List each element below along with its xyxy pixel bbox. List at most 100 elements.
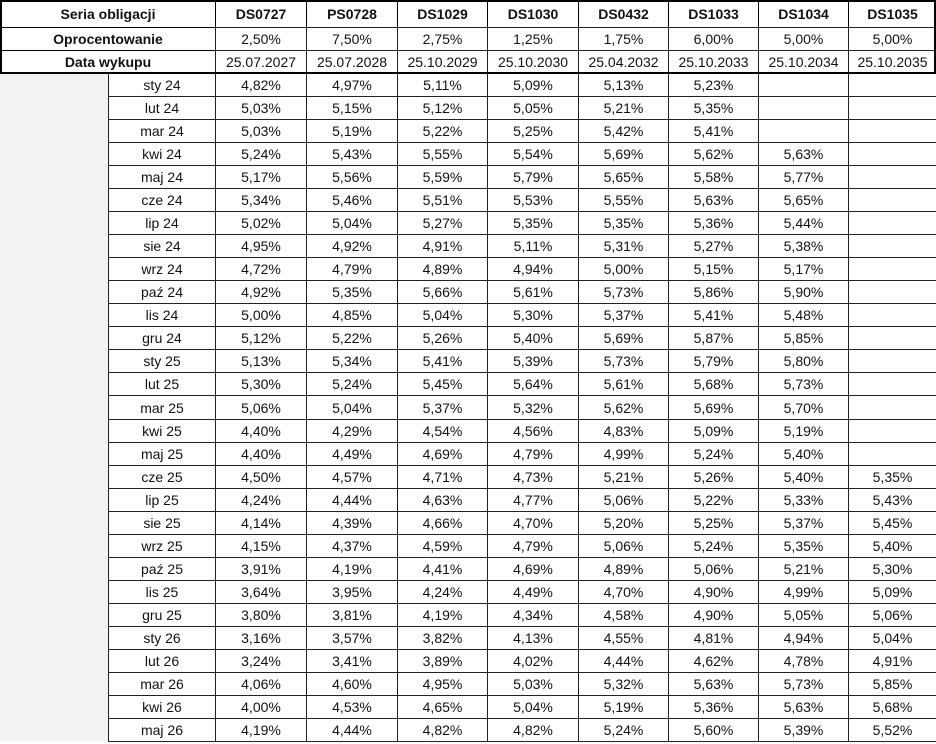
yield-cell: 5,19%: [758, 419, 849, 443]
yield-cell: 4,81%: [668, 626, 759, 650]
series-name: DS1034: [758, 0, 849, 28]
yield-cell: 5,64%: [487, 372, 579, 396]
yield-cell: 5,13%: [578, 73, 669, 97]
month-label: maj 24: [108, 165, 216, 189]
yield-cell: 5,41%: [668, 303, 759, 327]
yield-cell: 4,92%: [306, 234, 398, 258]
month-label: kwi 25: [108, 419, 216, 443]
blank-area: [0, 73, 108, 741]
month-label: mar 26: [108, 672, 216, 696]
yield-cell: 5,04%: [306, 395, 398, 420]
yield-cell: 5,43%: [848, 488, 936, 512]
yield-cell: 5,24%: [668, 534, 759, 558]
yield-cell: 4,94%: [487, 257, 579, 281]
yield-cell: [848, 119, 936, 143]
rate-value: 5,00%: [848, 27, 936, 51]
yield-cell: 5,34%: [306, 349, 398, 373]
month-label: sie 25: [108, 511, 216, 535]
yield-cell: 5,15%: [306, 96, 398, 120]
yield-cell: [758, 73, 849, 97]
yield-cell: 5,63%: [668, 672, 759, 696]
yield-cell: 5,73%: [578, 280, 669, 304]
yield-cell: 5,06%: [578, 488, 669, 512]
yield-cell: 5,43%: [306, 142, 398, 166]
yield-cell: 5,54%: [487, 142, 579, 166]
month-label: sie 24: [108, 234, 216, 258]
yield-cell: 5,00%: [215, 303, 307, 327]
yield-cell: 5,04%: [397, 303, 488, 327]
yield-cell: 5,23%: [668, 73, 759, 97]
rate-value: 5,00%: [758, 27, 849, 51]
month-label: lut 26: [108, 649, 216, 673]
yield-cell: 5,37%: [758, 511, 849, 535]
maturity-label: Data wykupu: [0, 50, 216, 74]
yield-cell: 4,29%: [306, 419, 398, 443]
yield-cell: 3,91%: [215, 557, 307, 581]
month-label: paź 25: [108, 557, 216, 581]
yield-cell: 4,71%: [397, 465, 488, 489]
yield-cell: 4,90%: [668, 580, 759, 604]
series-name: DS0432: [578, 0, 669, 28]
yield-cell: 4,83%: [578, 419, 669, 443]
yield-cell: 4,79%: [306, 257, 398, 281]
yield-cell: 4,66%: [397, 511, 488, 535]
yield-cell: 5,09%: [848, 580, 936, 604]
yield-cell: 5,00%: [578, 257, 669, 281]
yield-cell: 5,32%: [487, 395, 579, 420]
month-label: lut 25: [108, 372, 216, 396]
yield-cell: 5,21%: [578, 96, 669, 120]
yield-cell: 5,21%: [578, 465, 669, 489]
yield-cell: 5,40%: [487, 326, 579, 350]
yield-cell: 4,06%: [215, 672, 307, 696]
yield-cell: 5,11%: [397, 73, 488, 97]
yield-cell: 5,30%: [848, 557, 936, 581]
rate-label: Oprocentowanie: [0, 27, 216, 51]
series-name: DS1035: [848, 0, 936, 28]
maturity-value: 25.10.2030: [487, 50, 579, 74]
yield-cell: 5,36%: [668, 211, 759, 235]
yield-cell: 5,85%: [758, 326, 849, 350]
yield-cell: 5,12%: [215, 326, 307, 350]
yield-cell: 4,15%: [215, 534, 307, 558]
yield-cell: 5,39%: [487, 349, 579, 373]
yield-cell: 4,19%: [397, 603, 488, 627]
maturity-value: 25.10.2035: [848, 50, 936, 74]
yield-cell: 4,82%: [487, 718, 579, 742]
rate-value: 7,50%: [306, 27, 398, 51]
yield-cell: [848, 142, 936, 166]
yield-cell: 5,55%: [397, 142, 488, 166]
rate-value: 6,00%: [668, 27, 759, 51]
yield-cell: [848, 234, 936, 258]
yield-cell: 4,69%: [397, 442, 488, 466]
yield-cell: 5,35%: [306, 280, 398, 304]
yield-cell: 4,92%: [215, 280, 307, 304]
yield-cell: 5,63%: [668, 188, 759, 212]
yield-cell: 5,12%: [397, 96, 488, 120]
yield-cell: 4,44%: [306, 488, 398, 512]
yield-cell: [758, 96, 849, 120]
yield-cell: [848, 395, 936, 420]
yield-cell: 4,63%: [397, 488, 488, 512]
maturity-value: 25.10.2029: [397, 50, 488, 74]
yield-cell: 3,41%: [306, 649, 398, 673]
yield-cell: 4,94%: [758, 626, 849, 650]
yield-cell: 5,39%: [758, 718, 849, 742]
yield-cell: 5,80%: [758, 349, 849, 373]
yield-cell: 5,46%: [306, 188, 398, 212]
maturity-value: 25.07.2028: [306, 50, 398, 74]
yield-cell: 5,90%: [758, 280, 849, 304]
yield-cell: 5,53%: [487, 188, 579, 212]
yield-cell: 4,58%: [578, 603, 669, 627]
yield-cell: 5,68%: [848, 695, 936, 719]
yield-cell: 4,55%: [578, 626, 669, 650]
yield-cell: [848, 372, 936, 396]
yield-cell: 5,45%: [397, 372, 488, 396]
maturity-value: 25.10.2034: [758, 50, 849, 74]
yield-cell: 5,09%: [668, 419, 759, 443]
yield-cell: 5,37%: [578, 303, 669, 327]
rate-value: 1,75%: [578, 27, 669, 51]
yield-cell: 5,63%: [758, 695, 849, 719]
yield-cell: 5,45%: [848, 511, 936, 535]
yield-cell: [848, 96, 936, 120]
yield-cell: 4,44%: [578, 649, 669, 673]
